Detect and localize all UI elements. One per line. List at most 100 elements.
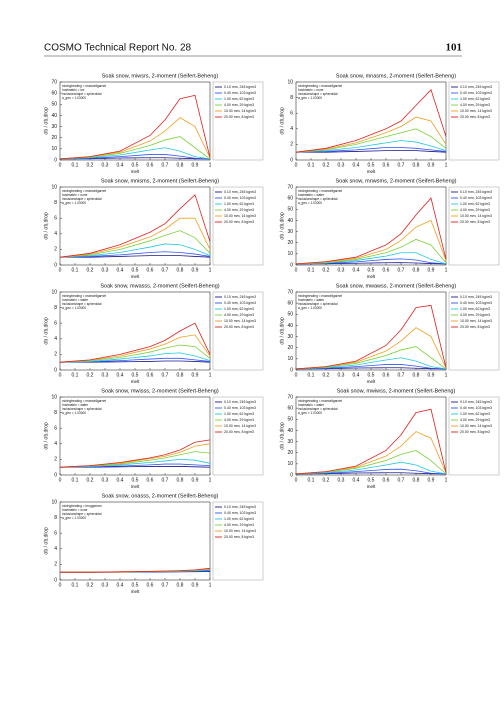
x-axis-label: melt xyxy=(131,169,140,174)
x-tick-label: 0.5 xyxy=(132,477,139,483)
x-tick-label: 0.1 xyxy=(72,582,79,588)
chart-title: Soak snow, mwisss, 2-moment (Seifert-Beh… xyxy=(101,388,219,394)
legend-box xyxy=(212,81,264,161)
y-tick-label: 60 xyxy=(51,90,57,96)
legend-label: 10.00 mm, 14 kg/m3 xyxy=(224,214,256,218)
legend-label: 0.10 mm, 245 kg/m3 xyxy=(460,190,492,194)
x-tick-label: 0.4 xyxy=(353,372,360,378)
x-tick-label: 0.7 xyxy=(162,162,169,168)
settings-line: mixingtreating = maxwellgarnet xyxy=(62,294,106,298)
x-axis-label: melt xyxy=(131,274,140,279)
data-line xyxy=(295,89,447,153)
legend-box xyxy=(448,186,500,266)
x-tick-label: 1 xyxy=(445,162,448,168)
data-line xyxy=(295,357,447,370)
legend-label: 1.00 mm, 62 kg/m3 xyxy=(460,202,490,206)
x-tick-label: 0.1 xyxy=(72,267,79,273)
legend-label: 0.40 mm, 103 kg/m3 xyxy=(224,406,256,410)
legend-label: 20.00 mm, 8 kg/m3 xyxy=(224,325,254,329)
data-line xyxy=(59,230,211,258)
x-tick-label: 0.6 xyxy=(147,372,154,378)
legend-label: 10.00 mm, 14 kg/m3 xyxy=(460,109,492,113)
y-tick-label: 0 xyxy=(290,157,293,163)
x-tick-label: 1 xyxy=(209,477,212,483)
x-tick-label: 0.4 xyxy=(353,477,360,483)
x-tick-label: 0.8 xyxy=(413,267,420,273)
y-tick-label: 30 xyxy=(287,334,293,340)
x-tick-label: 0.5 xyxy=(132,372,139,378)
x-tick-label: 0.7 xyxy=(162,582,169,588)
data-line xyxy=(60,567,211,573)
legend-label: 0.10 mm, 245 kg/m3 xyxy=(224,85,256,89)
x-tick-label: 0.1 xyxy=(72,477,79,483)
data-line xyxy=(295,219,447,265)
x-tick-label: 0 xyxy=(59,582,62,588)
legend-label: 0.10 mm, 245 kg/m3 xyxy=(224,190,256,194)
y-tick-label: 40 xyxy=(287,428,293,434)
y-tick-label: 2 xyxy=(290,142,293,148)
x-tick-label: 0.4 xyxy=(117,582,124,588)
x-tick-label: 0.8 xyxy=(177,162,184,168)
y-tick-label: 50 xyxy=(287,312,293,318)
x-tick-label: 0.6 xyxy=(147,162,154,168)
settings-line: a_geo = 1.03000 xyxy=(298,306,322,310)
legend-label: 0.40 mm, 103 kg/m3 xyxy=(460,196,492,200)
legend-label: 4.00 mm, 29 kg/m3 xyxy=(224,313,254,317)
x-tick-label: 0.8 xyxy=(413,477,420,483)
settings-line: inclusionshape = spheroidal xyxy=(62,512,102,516)
y-tick-label: 10 xyxy=(51,289,57,295)
x-tick-label: 0.6 xyxy=(147,267,154,273)
legend-box xyxy=(212,501,264,581)
data-line xyxy=(295,408,447,475)
x-axis-label: melt xyxy=(367,484,376,489)
chart-title: Soak snow, mnasms, 2-moment (Seifert-Beh… xyxy=(336,73,456,79)
y-tick-label: 4 xyxy=(54,441,57,447)
settings-line: mixingtreating = maxwellgarnet xyxy=(298,399,342,403)
y-axis-label: σb / σb,drop xyxy=(43,527,49,555)
x-tick-label: 0.2 xyxy=(87,477,94,483)
x-tick-label: 0.9 xyxy=(428,477,435,483)
x-axis-label: melt xyxy=(131,379,140,384)
settings-line: inclusionshape = spheroidal xyxy=(62,92,102,96)
legend-label: 0.40 mm, 103 kg/m3 xyxy=(224,511,256,515)
y-tick-label: 20 xyxy=(287,345,293,351)
data-line xyxy=(59,334,211,363)
settings-line: hostmatrix = water xyxy=(62,403,89,407)
legend-label: 10.00 mm, 14 kg/m3 xyxy=(460,424,492,428)
settings-line: mixingtreating = maxwellgarnet xyxy=(62,399,106,403)
data-line xyxy=(295,461,447,475)
legend-label: 0.40 mm, 103 kg/m3 xyxy=(460,301,492,305)
data-line xyxy=(59,344,211,363)
legend-label: 10.00 mm, 14 kg/m3 xyxy=(224,319,256,323)
settings-line: hostmatrix = none xyxy=(62,508,88,512)
data-line xyxy=(295,304,447,370)
legend-label: 4.00 mm, 29 kg/m3 xyxy=(460,313,490,317)
x-tick-label: 0.8 xyxy=(177,477,184,483)
y-axis-label: σb / σb,drop xyxy=(279,107,285,135)
chart-title: Soak snow, miwsrs, 2-moment (Seifert-Beh… xyxy=(102,73,219,79)
settings-line: inclusionshape = spheroidal xyxy=(298,197,338,201)
data-line xyxy=(295,468,447,475)
x-tick-label: 0.8 xyxy=(413,372,420,378)
x-tick-label: 0.3 xyxy=(338,477,345,483)
x-tick-label: 0.8 xyxy=(413,162,420,168)
x-tick-label: 0.6 xyxy=(147,582,154,588)
x-tick-label: 0.8 xyxy=(177,582,184,588)
x-tick-label: 0.3 xyxy=(102,162,109,168)
settings-line: a_geo = 1.03000 xyxy=(62,96,86,100)
legend-label: 1.00 mm, 62 kg/m3 xyxy=(460,307,490,311)
y-tick-label: 10 xyxy=(287,356,293,362)
legend-label: 0.40 mm, 103 kg/m3 xyxy=(460,406,492,410)
data-line xyxy=(59,243,211,258)
data-line xyxy=(59,463,211,468)
settings-line: a_geo = 1.03000 xyxy=(62,201,86,205)
data-line xyxy=(59,154,211,160)
y-tick-label: 2 xyxy=(54,352,57,358)
settings-line: mixingtreating = maxwellgarnet xyxy=(62,84,106,88)
x-tick-label: 0.4 xyxy=(117,162,124,168)
y-tick-label: 8 xyxy=(54,410,57,416)
data-line xyxy=(59,136,211,160)
legend-label: 10.00 mm, 14 kg/m3 xyxy=(224,109,256,113)
legend-box xyxy=(448,396,500,476)
page-number: 101 xyxy=(446,42,463,54)
